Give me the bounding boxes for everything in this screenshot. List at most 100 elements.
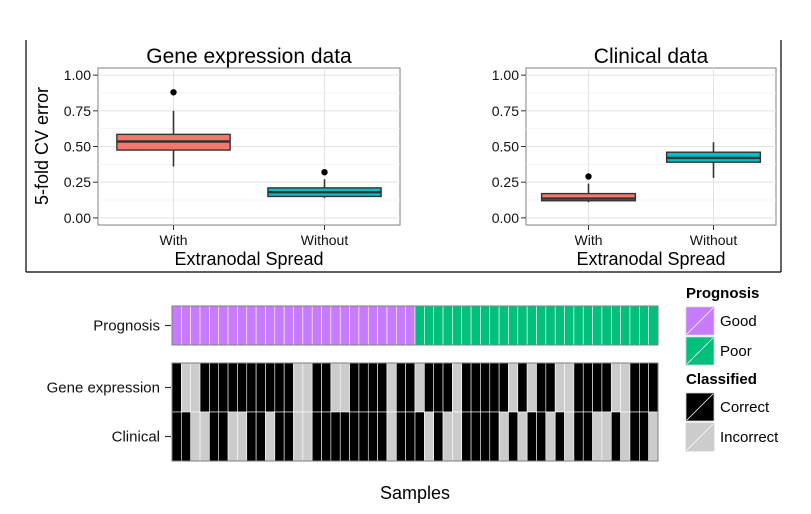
heatmap-cell [461,411,472,462]
x-tick-label: With [575,232,603,248]
legend-key-diagonal [686,393,714,421]
iqr-box [540,192,637,202]
heatmap-cell [386,305,397,346]
heatmap-cell [442,305,453,346]
heatmap-cell [498,411,509,462]
heatmap-cell [461,362,472,413]
heatmap-cell [274,305,285,346]
heatmap-cell [283,362,294,413]
row-label: Prognosis [93,318,160,335]
y-tick-label: 0.00 [64,210,91,226]
heatmap-cell [227,362,238,413]
heatmap-cell [517,411,528,462]
box-without [267,168,382,198]
heatmap-cell [480,411,491,462]
heatmap-cell [330,362,341,413]
heatmap-cell [629,362,640,413]
heatmap-cell [199,411,210,462]
heatmap-cell [171,305,182,346]
heatmap-cell [433,411,444,462]
heatmap-cell [536,305,547,346]
heatmap-cell [265,362,276,413]
samples-axis-label: Samples [380,483,450,503]
heatmap-cell [639,362,649,413]
heatmap-cell [302,305,313,346]
heatmap-cell [377,362,388,413]
heatmap-cell [274,362,285,413]
y-tick-label: 1.00 [64,67,91,83]
heatmap-cell [414,305,425,346]
heatmap-cell [339,411,350,462]
legend-item-label: Poor [720,343,752,360]
heatmap-cell [639,305,649,346]
heatmap-cell [470,362,481,413]
outlier-point [321,168,328,176]
x-tick-label: Without [690,232,738,248]
heatmap-cell [564,411,575,462]
heatmap-cell [489,411,500,462]
heatmap-cell [452,411,463,462]
heatmap-cell [536,362,547,413]
heatmap-cell [218,305,229,346]
heatmap-row-gene-expression: Gene expression [47,362,659,413]
heatmap-cell [293,411,304,462]
heatmap-cell [573,411,584,462]
heatmap-cell [311,411,322,462]
heatmap-cell [367,305,378,346]
x-tick-label: Without [301,232,349,248]
heatmap-cell [564,305,575,346]
legend-group-classified: Classified Correct Incorrect [685,371,779,452]
heatmap-cell [283,305,294,346]
heatmap-cell [246,362,257,413]
heatmap-cell [629,411,640,462]
heatmap-cell [386,362,397,413]
heatmap-cell [181,305,191,346]
heatmap-cell [564,362,575,413]
heatmap-cell [209,411,220,462]
heatmap-cell [339,305,350,346]
heatmap-cell [321,305,332,346]
heatmap-cell [573,305,584,346]
heatmap-cell [489,305,500,346]
heatmap-cell [601,411,612,462]
heatmap-cell [592,411,603,462]
heatmap-cell [452,305,463,346]
heatmap-cell [433,305,444,346]
heatmap-cell [311,305,322,346]
heatmap-cell [349,411,360,462]
heatmap-cell [321,411,332,462]
y-axis-label: 5-fold CV error [32,87,52,205]
heatmap-cell [442,362,453,413]
heatmap-cell [405,411,416,462]
heatmap-cell [610,411,621,462]
legend-item-label: Good [720,313,757,330]
heatmap-cell [545,411,556,462]
heatmap-cell [293,305,304,346]
heatmap-cell [629,305,640,346]
heatmap-cell [302,411,313,462]
legend-title: Prognosis [686,285,759,302]
heatmap-cell [330,305,341,346]
heatmap-cell [171,411,182,462]
heatmap-cell [461,305,472,346]
heatmap-cell [274,411,285,462]
heatmap-cell [536,411,547,462]
heatmap-cell [367,362,378,413]
heatmap-cell [190,305,201,346]
heatmap-cell [554,305,565,346]
heatmap-cell [265,411,276,462]
heatmap-cell [190,362,201,413]
heatmap-cell [377,305,388,346]
heatmap-cell [190,411,201,462]
heatmap-cell [620,305,631,346]
heatmap-cell [648,305,659,346]
heatmap-cell [526,305,537,346]
heatmap-cell [480,362,491,413]
heatmap-cell [526,362,537,413]
gene-expression-x-axis-label: Extranodal Spread [174,249,323,269]
heatmap-cell [517,362,528,413]
y-tick-label: 0.25 [64,174,91,190]
heatmap-cell [601,305,612,346]
heatmap-cell [582,411,593,462]
